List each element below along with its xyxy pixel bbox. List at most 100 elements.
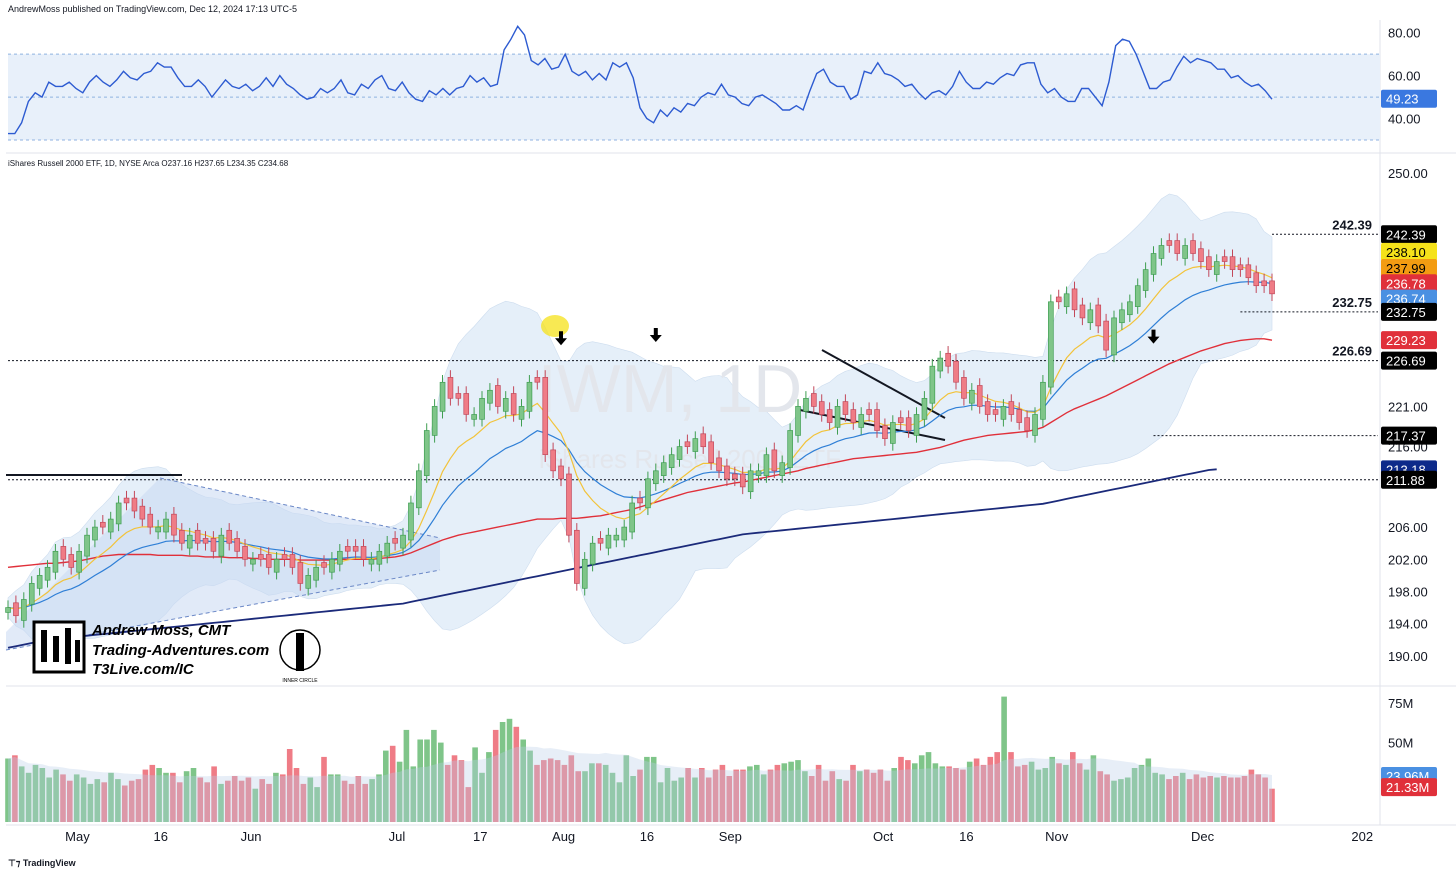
volume-bar [94,779,101,822]
volume-bar [328,774,334,822]
volume-bar [396,761,403,822]
candle-body [123,497,130,504]
volume-bar [149,764,156,822]
volume-bar [547,758,554,822]
volume-bar [664,768,671,822]
volume-bar [1076,763,1083,822]
candle-body [1127,301,1133,316]
volume-bar [1241,776,1248,822]
candle-body [834,406,841,428]
candle-body [566,473,572,536]
candle-body [210,538,217,552]
volume-bar [1145,758,1152,822]
volume-bar [1138,764,1145,822]
candle-body [992,409,999,415]
candle-body [1111,317,1117,356]
volume-bar [802,771,808,822]
volume-bar [1228,777,1234,822]
volume-bar [135,779,142,822]
volume-bar [238,780,245,822]
candle-body [708,441,714,464]
candle-body [1142,269,1149,291]
watermark-ticker: IWM, 1D [538,351,802,427]
time-tick-label: Aug [552,829,575,844]
candle-body [613,534,620,541]
candle-body [52,550,59,573]
volume-bar [307,777,314,822]
candle-body [961,377,967,399]
volume-bar [60,774,66,822]
volume-bar [630,776,636,822]
candle-body [392,538,398,544]
candle-body [1119,309,1125,324]
candle-body [226,529,233,544]
volume-bar [857,771,863,822]
candle-body [1071,288,1078,311]
volume-bar [1262,777,1268,822]
candle-body [653,470,659,485]
candle-body [526,381,533,412]
candle-body [882,425,888,439]
volume-bar [637,769,643,822]
volume-bar [1083,769,1090,822]
volume-bar [781,763,788,822]
volume-bar [520,739,526,822]
volume-bar [973,758,980,822]
candle-body [242,546,248,560]
volume-bar [932,763,939,822]
volume-bar [774,764,781,822]
volume-bar [575,771,581,822]
volume-bar [966,761,973,822]
candle-body [1134,285,1141,307]
volume-bar [946,766,952,822]
price-tag: 237.99 [1386,261,1426,276]
candle-body [463,393,470,415]
candle-body [1000,406,1007,420]
candle-body [1269,280,1275,295]
candle-body [668,454,675,468]
candle-body [1166,240,1173,246]
volume-bar [280,774,286,822]
volume-bar [822,780,829,822]
volume-bar [1063,764,1069,822]
volume-bar [431,729,437,822]
volume-bar [582,771,588,822]
candle-body [818,401,825,415]
candle-body [589,542,596,565]
time-tick-label: Jul [389,829,406,844]
volume-bar [1124,777,1131,822]
candle-body [574,529,580,584]
volume-bar [616,782,623,822]
candle-body [732,473,738,480]
candle-body [1190,240,1196,254]
volume-bar [348,783,355,822]
candle-body [1063,293,1070,308]
candle-body [28,583,35,605]
candle-body [155,526,161,533]
candle-body [1198,248,1204,262]
candle-body [76,550,82,573]
volume-bar [122,785,128,822]
candle-body [471,414,477,420]
volume-bar [321,756,327,822]
volume-bar [204,782,210,822]
candle-body [84,534,90,557]
volume-bar [424,739,430,822]
author-site: Trading-Adventures.com [92,642,269,659]
price-tick-label: 190.00 [1388,649,1428,664]
volume-bar [1035,769,1042,822]
candle-body [937,357,944,372]
candle-body [495,385,501,407]
candle-body [1229,256,1236,270]
candle-body [747,470,754,493]
candle-body [479,398,485,420]
volume-bar [740,769,746,822]
candle-body [44,566,51,581]
level-label-1: 232.75 [1332,295,1372,310]
candle-body [581,558,588,589]
volume-bar [692,777,698,822]
price-axis: 80.0060.0040.00250.00221.00216.00206.002… [1381,26,1437,797]
candle-body [360,546,367,560]
candle-body [337,550,343,565]
